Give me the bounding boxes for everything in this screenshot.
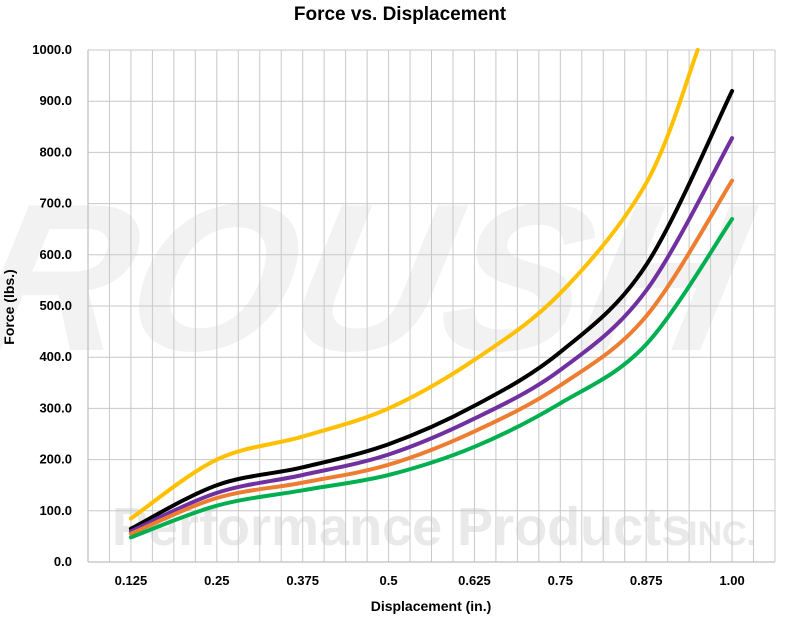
y-tick-label: 800.0 xyxy=(39,144,72,159)
y-tick-label: 1000.0 xyxy=(32,42,72,57)
y-tick-label: 100.0 xyxy=(39,503,72,518)
series-group xyxy=(128,48,735,540)
watermark-suffix: INC. xyxy=(688,515,756,553)
y-tick-label: 200.0 xyxy=(39,452,72,467)
watermark-brand: ROUSH xyxy=(0,160,769,394)
y-axis-label: Force (lbs.) xyxy=(1,269,17,344)
series-line-3 xyxy=(128,136,735,534)
series-line-2 xyxy=(128,89,735,531)
y-tick-label: 0.0 xyxy=(54,554,72,569)
x-tick-label: 0.875 xyxy=(630,573,663,588)
y-tick-label: 400.0 xyxy=(39,349,72,364)
x-tick-label: 0.375 xyxy=(286,573,319,588)
series-line-5 xyxy=(128,217,735,540)
y-tick-label: 300.0 xyxy=(39,400,72,415)
x-tick-label: 1.00 xyxy=(719,573,744,588)
tick-labels: 0.0 100.0 200.0 300.0 400.0 500.0 600.0 700.0 80… xyxy=(32,42,744,588)
x-tick-label: 0.125 xyxy=(115,573,148,588)
grid xyxy=(87,49,776,563)
y-tick-label: 700.0 xyxy=(39,196,72,211)
y-tick-label: 500.0 xyxy=(39,298,72,313)
x-axis-label: Displacement (in.) xyxy=(371,598,492,614)
x-tick-label: 0.25 xyxy=(204,573,229,588)
y-tick-label: 900.0 xyxy=(39,93,72,108)
chart-title: Force vs. Displacement xyxy=(293,4,507,25)
x-tick-label: 0.625 xyxy=(458,573,491,588)
series-line-4 xyxy=(128,178,735,536)
watermark: ROUSH Performance Products INC. xyxy=(0,160,769,557)
y-tick-label: 600.0 xyxy=(39,247,72,262)
series-line-1 xyxy=(128,48,700,521)
x-tick-label: 0.75 xyxy=(548,573,573,588)
x-tick-label: 0.5 xyxy=(380,573,398,588)
